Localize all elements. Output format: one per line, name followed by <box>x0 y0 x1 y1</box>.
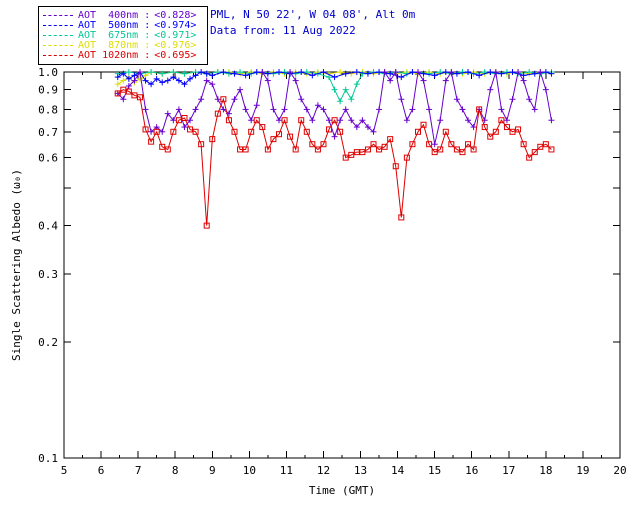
legend-line-sample-1020nm <box>43 54 73 56</box>
legend-value-675nm: <0.971> <box>154 29 197 41</box>
svg-text:8: 8 <box>172 464 179 477</box>
legend-label-675nm: AOT 675nm : <box>78 29 151 41</box>
svg-text:20: 20 <box>613 464 626 477</box>
svg-text:10: 10 <box>243 464 256 477</box>
legend-line-sample-500nm <box>43 24 73 26</box>
legend-row-400nm: AOT 400nm : <0.828> <box>43 9 203 21</box>
svg-text:15: 15 <box>428 464 441 477</box>
svg-text:0.4: 0.4 <box>38 220 58 233</box>
legend-line-sample-400nm <box>43 14 73 16</box>
svg-text:5: 5 <box>61 464 68 477</box>
legend-value-400nm: <0.828> <box>154 9 197 21</box>
legend-row-675nm: AOT 675nm : <0.971> <box>43 29 203 41</box>
svg-text:17: 17 <box>502 464 515 477</box>
svg-text:Single Scattering Albedo (ω₀): Single Scattering Albedo (ω₀) <box>10 169 23 361</box>
legend-row-1020nm: AOT 1020nm : <0.695> <box>43 49 203 61</box>
svg-text:13: 13 <box>354 464 367 477</box>
legend-value-1020nm: <0.695> <box>154 49 197 61</box>
svg-text:1.0: 1.0 <box>38 66 58 79</box>
legend-box: AOT 400nm : <0.828> AOT 500nm : <0.974> … <box>38 6 208 65</box>
site-location-text: PML, N 50 22', W 04 08', Alt 0m <box>210 8 416 21</box>
svg-text:11: 11 <box>280 464 293 477</box>
svg-text:0.3: 0.3 <box>38 268 58 281</box>
svg-text:0.6: 0.6 <box>38 152 58 165</box>
legend-label-500nm: AOT 500nm : <box>78 19 151 31</box>
legend-label-400nm: AOT 400nm : <box>78 9 151 21</box>
svg-text:0.1: 0.1 <box>38 452 58 465</box>
svg-text:14: 14 <box>391 464 405 477</box>
svg-text:Time (GMT): Time (GMT) <box>309 484 375 497</box>
svg-text:18: 18 <box>539 464 552 477</box>
svg-text:0.7: 0.7 <box>38 126 58 139</box>
svg-text:0.9: 0.9 <box>38 84 58 97</box>
svg-text:0.2: 0.2 <box>38 336 58 349</box>
legend-row-500nm: AOT 500nm : <0.974> <box>43 19 203 31</box>
legend-label-870nm: AOT 870nm : <box>78 39 151 51</box>
svg-text:6: 6 <box>98 464 105 477</box>
legend-label-1020nm: AOT 1020nm : <box>78 49 151 61</box>
svg-text:0.8: 0.8 <box>38 103 58 116</box>
legend-value-870nm: <0.976> <box>154 39 197 51</box>
data-date-text: Data from: 11 Aug 2022 <box>210 24 356 37</box>
svg-text:9: 9 <box>209 464 216 477</box>
svg-text:16: 16 <box>465 464 478 477</box>
legend-row-870nm: AOT 870nm : <0.976> <box>43 39 203 51</box>
legend-line-sample-870nm <box>43 44 73 46</box>
legend-line-sample-675nm <box>43 34 73 36</box>
svg-text:19: 19 <box>576 464 589 477</box>
legend-value-500nm: <0.974> <box>154 19 197 31</box>
svg-text:7: 7 <box>135 464 142 477</box>
svg-text:12: 12 <box>317 464 330 477</box>
